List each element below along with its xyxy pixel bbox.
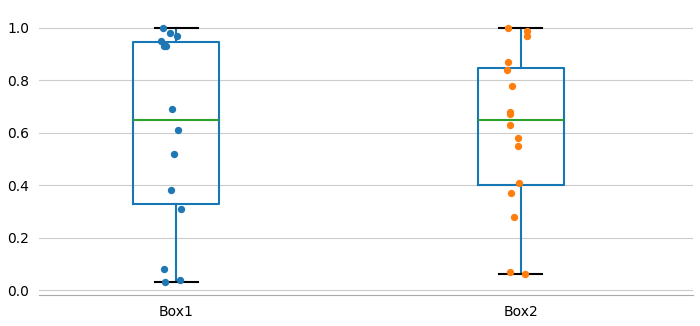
Point [161,44,172,49]
Point [501,67,512,72]
Point [164,31,176,36]
Point [159,280,170,285]
Point [158,44,169,49]
Point [176,206,187,212]
Point [505,112,516,117]
Point [522,33,533,38]
Point [166,107,177,112]
Point [159,267,170,272]
Point [512,143,523,149]
Point [165,188,176,193]
Point [503,25,514,31]
Point [504,109,515,114]
Point [502,59,513,65]
Point [169,151,180,156]
Point [505,122,516,127]
Point [506,83,517,88]
Point [522,28,533,33]
Point [174,277,186,282]
Point [505,190,517,196]
Point [519,272,531,277]
Point [158,25,169,31]
Point [172,33,183,38]
Point [513,180,524,185]
Point [512,135,524,141]
Point [172,127,183,133]
Point [505,269,516,274]
Point [508,214,519,219]
Point [155,38,167,44]
